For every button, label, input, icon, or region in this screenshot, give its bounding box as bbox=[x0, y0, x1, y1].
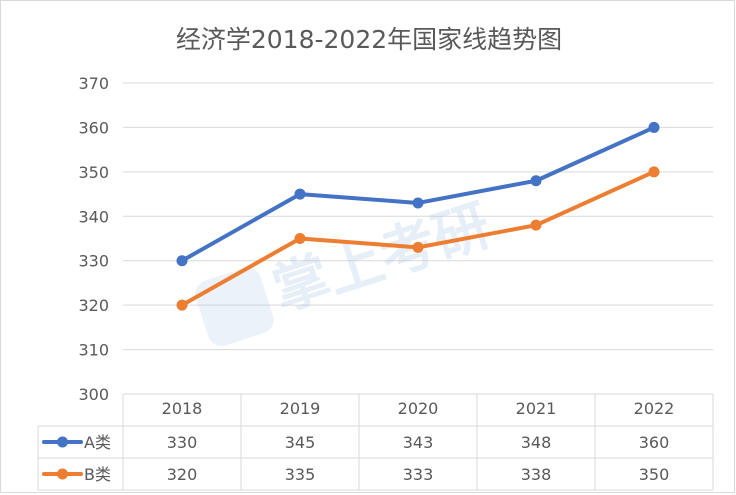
data-label: 320 bbox=[167, 465, 198, 484]
x-tick-label: 2020 bbox=[398, 399, 439, 418]
y-tick-label: 340 bbox=[78, 207, 109, 226]
gridlines bbox=[123, 82, 713, 395]
legend-entry: B类 bbox=[42, 465, 111, 484]
data-label: 333 bbox=[403, 465, 434, 484]
y-tick-label: 310 bbox=[78, 341, 109, 360]
legend-marker bbox=[57, 468, 68, 480]
data-label: 338 bbox=[521, 465, 552, 484]
y-tick-label: 320 bbox=[78, 296, 109, 315]
data-point bbox=[412, 197, 424, 209]
data-point bbox=[176, 255, 188, 267]
chart-title: 经济学2018-2022年国家线趋势图 bbox=[176, 25, 562, 54]
legend-entry: A类 bbox=[42, 433, 111, 452]
x-tick-label: 2021 bbox=[516, 399, 557, 418]
watermark: 掌上考研 bbox=[195, 193, 498, 347]
data-label: 345 bbox=[285, 433, 316, 452]
data-point bbox=[648, 166, 660, 178]
series-2 bbox=[176, 166, 660, 311]
data-label: 335 bbox=[285, 465, 316, 484]
data-point bbox=[412, 241, 424, 253]
x-tick-label: 2022 bbox=[634, 399, 675, 418]
data-point bbox=[648, 121, 660, 133]
data-point bbox=[530, 175, 542, 187]
y-tick-label: 350 bbox=[78, 163, 109, 182]
y-tick-label: 370 bbox=[78, 74, 109, 93]
y-tick-label: 360 bbox=[78, 118, 109, 137]
data-label: 330 bbox=[167, 433, 198, 452]
data-point bbox=[294, 233, 306, 244]
data-point bbox=[176, 299, 188, 311]
y-tick-label: 330 bbox=[78, 252, 109, 271]
data-label: 360 bbox=[639, 433, 670, 452]
y-tick-label: 300 bbox=[78, 385, 109, 404]
data-table: 2018 2019 2020 2021 2022 A类 330 345 343 348 360 B类 3… bbox=[37, 393, 714, 491]
x-tick-label: 2018 bbox=[162, 399, 203, 418]
legend-label: B类 bbox=[84, 465, 111, 484]
y-axis-ticks: 300 310 320 330 340 350 360 370 bbox=[78, 74, 109, 404]
series-1 bbox=[176, 121, 660, 267]
data-label: 343 bbox=[403, 433, 434, 452]
data-label: 350 bbox=[639, 465, 670, 484]
legend-label: A类 bbox=[84, 433, 111, 452]
data-point bbox=[530, 219, 542, 231]
series-lines bbox=[176, 121, 660, 311]
legend-marker bbox=[57, 436, 68, 448]
x-tick-label: 2019 bbox=[280, 399, 321, 418]
data-point bbox=[294, 188, 306, 200]
data-label: 348 bbox=[521, 433, 552, 452]
watermark-text: 掌上考研 bbox=[265, 193, 498, 324]
